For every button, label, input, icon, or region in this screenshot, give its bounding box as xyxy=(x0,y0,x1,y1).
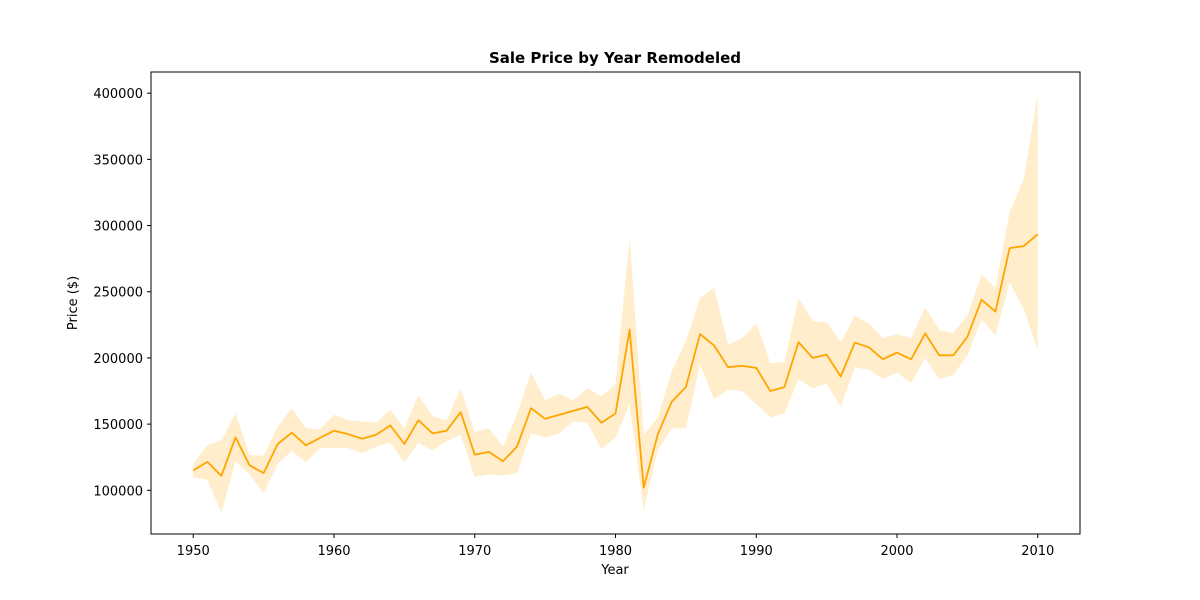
x-axis: 1950 1960 1970 1980 1990 2000 2010 xyxy=(177,534,1054,559)
y-tick-label: 100000 xyxy=(93,484,143,499)
y-tick-label: 250000 xyxy=(93,286,143,301)
x-tick-label: 1980 xyxy=(599,544,632,559)
y-tick-label: 300000 xyxy=(93,220,143,235)
y-tick-label: 200000 xyxy=(93,352,143,367)
y-axis-label: Price ($) xyxy=(66,276,81,330)
x-tick-label: 1960 xyxy=(317,544,350,559)
confidence-band xyxy=(193,93,1038,513)
x-tick-label: 1990 xyxy=(740,544,773,559)
x-tick-label: 2010 xyxy=(1021,544,1054,559)
series-line xyxy=(192,233,1039,489)
y-tick-label: 150000 xyxy=(93,418,143,433)
y-axis: 100000 150000 200000 250000 300000 350000 4000… xyxy=(93,87,151,499)
x-tick-label: 1950 xyxy=(177,544,210,559)
x-tick-label: 2000 xyxy=(880,544,913,559)
chart-title: Sale Price by Year Remodeled xyxy=(489,49,741,67)
x-tick-label: 1970 xyxy=(458,544,491,559)
plot-area xyxy=(192,93,1039,513)
y-tick-label: 400000 xyxy=(93,87,143,102)
y-tick-label: 350000 xyxy=(93,153,143,168)
x-axis-label: Year xyxy=(600,563,629,578)
